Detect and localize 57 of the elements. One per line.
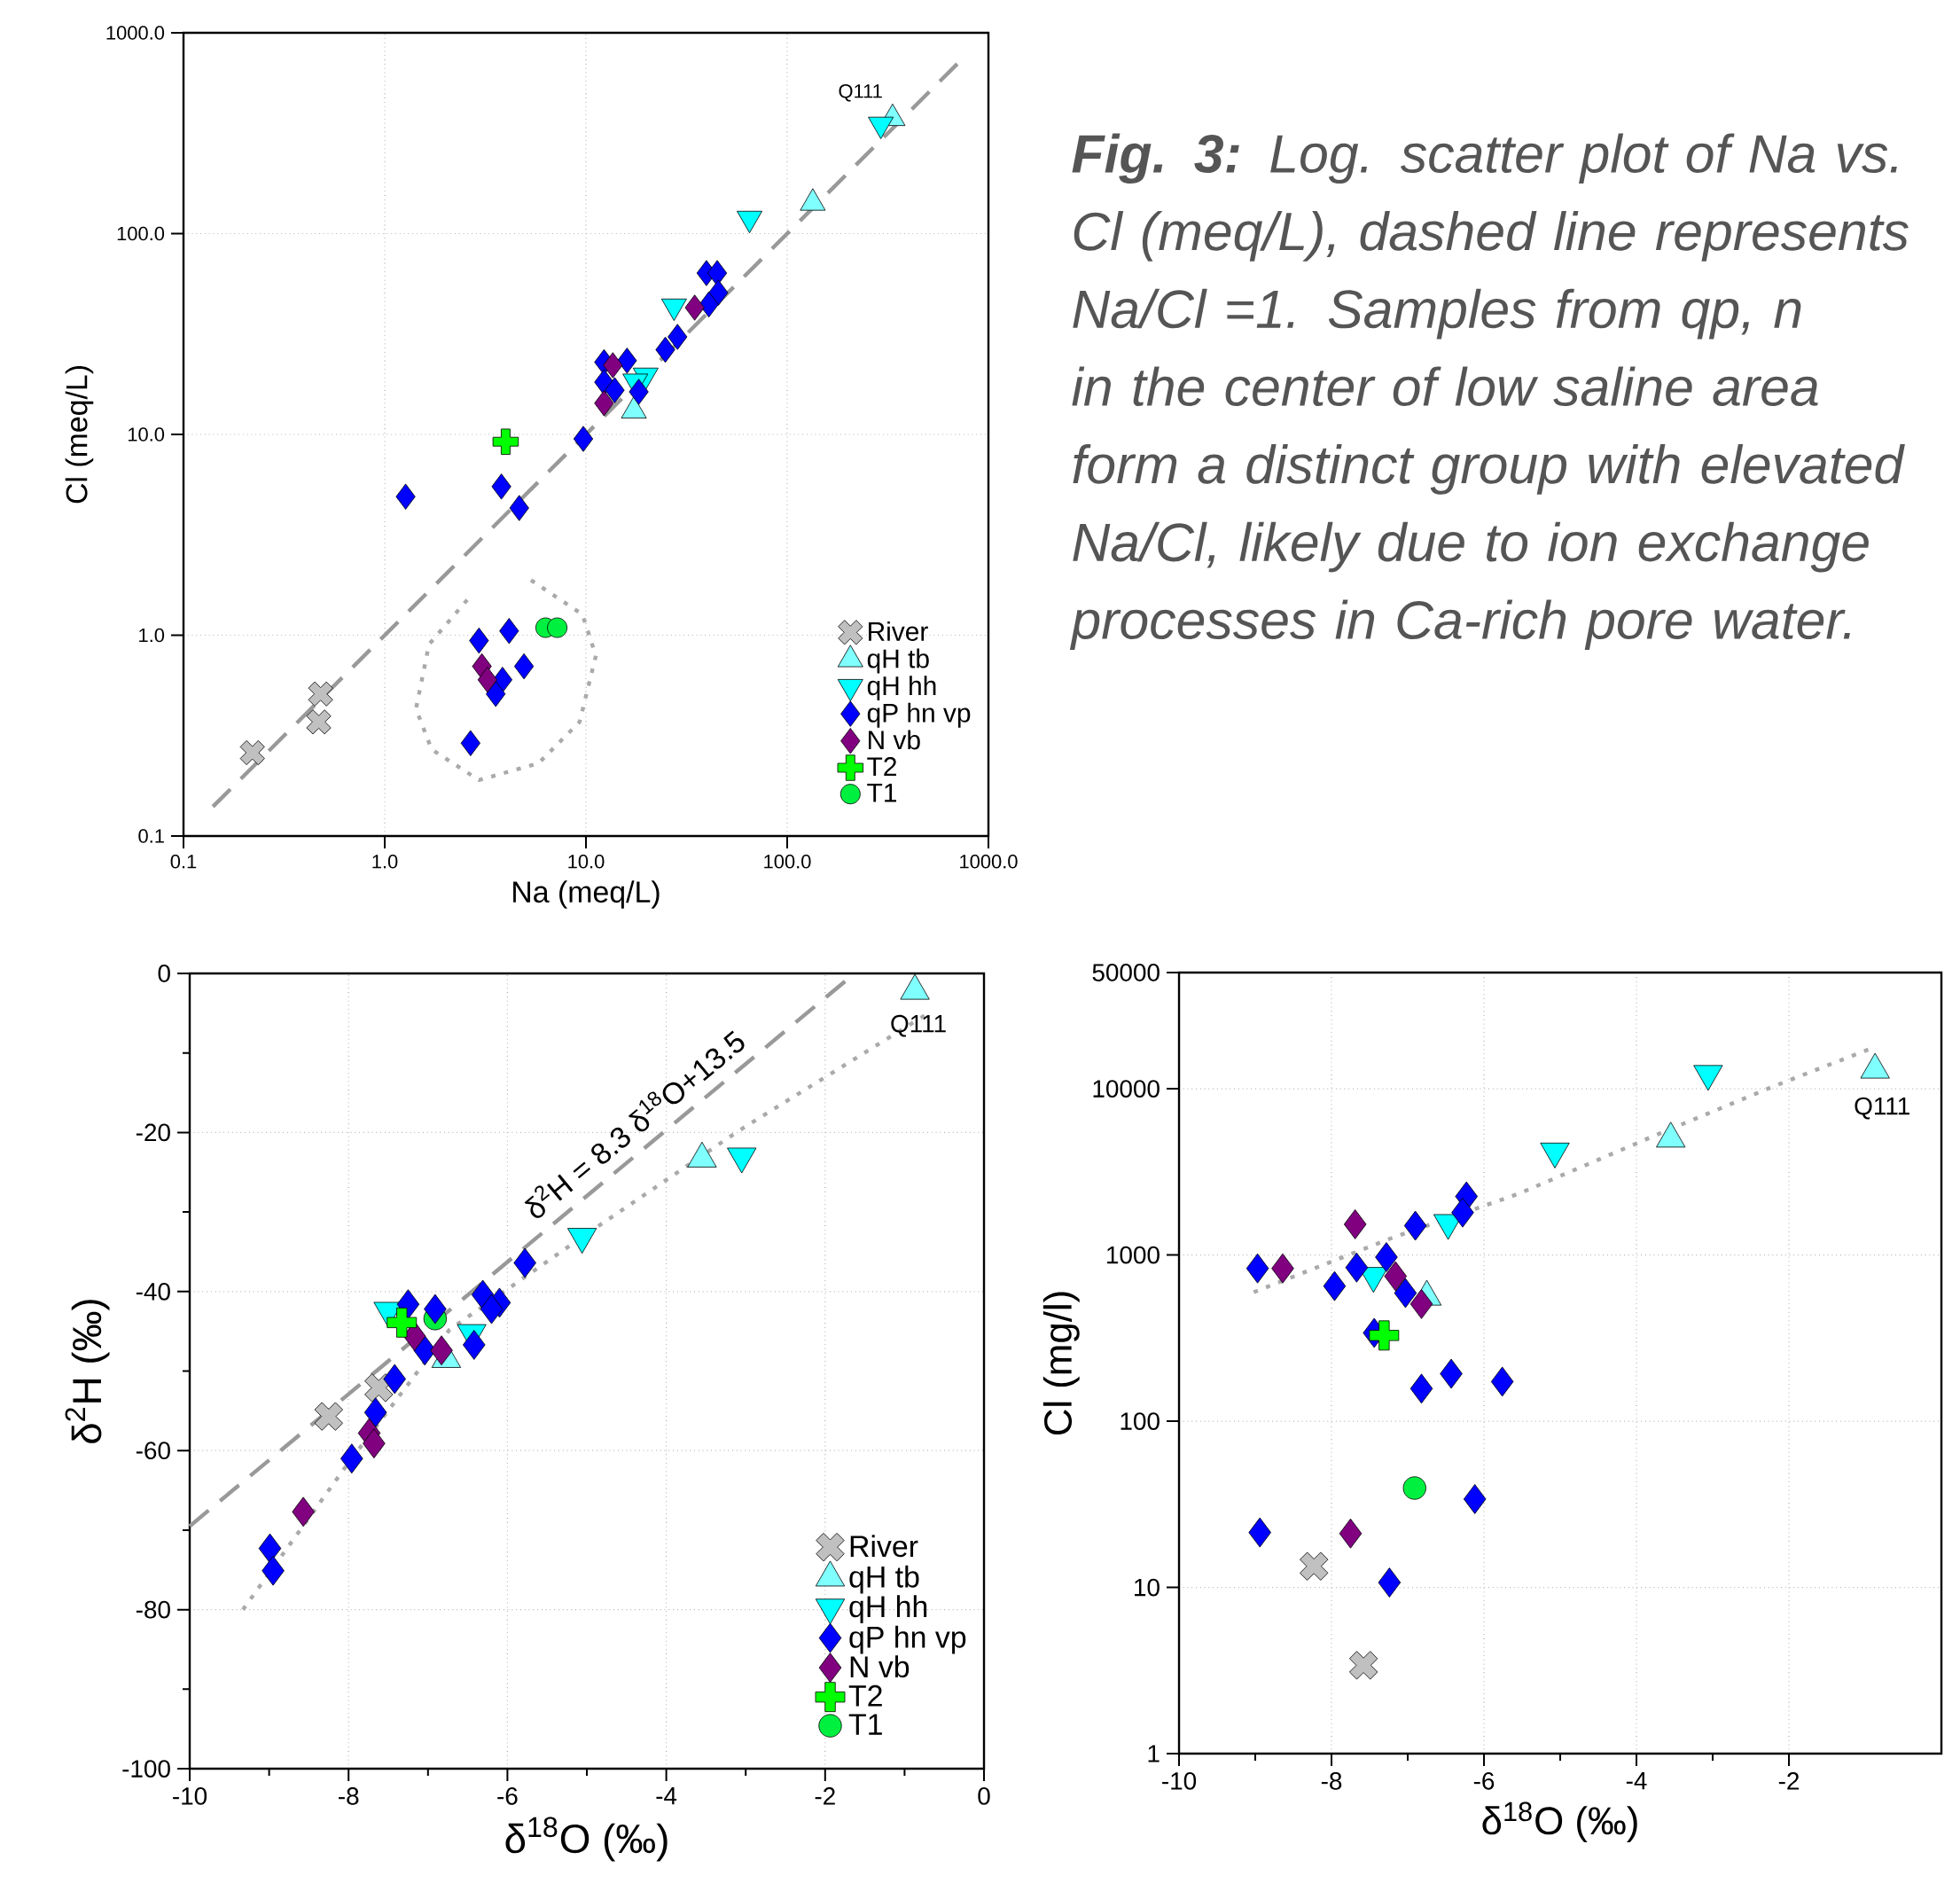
legend-label: qH tb: [867, 648, 929, 674]
x-tick-label: -10: [173, 1787, 207, 1805]
legend-label: T2: [848, 1684, 882, 1707]
y-axis-title: δ$^{2}$H (‰): [65, 1300, 110, 1443]
x-axis-title: δ$^{18}$O (‰): [1482, 1801, 1637, 1842]
x-tick-label: 0: [978, 1787, 990, 1805]
x-tick-label: -2: [815, 1787, 835, 1805]
legend-label: T1: [848, 1714, 882, 1735]
legend-label: River: [869, 621, 928, 641]
x-axis-title: Na (meq/L): [513, 880, 660, 909]
legend-label: qH hh: [849, 1595, 927, 1623]
x-tick-label: 0.1: [170, 855, 197, 869]
legend-label: River: [850, 1535, 918, 1558]
annotation: Q111: [1855, 1097, 1909, 1120]
y-tick-label: 100: [1121, 1412, 1160, 1430]
y-tick-label: 1: [1148, 1745, 1160, 1762]
x-tick-label: 100.0: [764, 855, 811, 869]
x-tick-label: -4: [656, 1787, 677, 1805]
legend-label: N vb: [869, 730, 920, 750]
x-axis-title: δ$^{18}$O (‰): [505, 1817, 668, 1862]
x-tick-label: -6: [497, 1787, 518, 1805]
y-tick-label: 0: [158, 965, 170, 982]
x-tick-label: -10: [1162, 1771, 1197, 1790]
y-tick-label: 50000: [1092, 964, 1160, 981]
x-tick-label: 1.0: [372, 855, 398, 869]
y-tick-label: 10: [1135, 1578, 1160, 1597]
y-tick-label: 1000.0: [106, 26, 165, 40]
y-tick-label: 1.0: [139, 628, 165, 643]
y-tick-label: -80: [136, 1600, 170, 1619]
legend-label: N vb: [850, 1655, 910, 1678]
annotation: Q111: [839, 84, 882, 102]
y-tick-label: 1000: [1107, 1246, 1160, 1264]
x-tick-label: -8: [1321, 1771, 1342, 1790]
x-tick-label: -2: [1778, 1771, 1800, 1790]
y-tick-label: 10.0: [128, 427, 165, 442]
legend-label: qP hn vp: [867, 702, 971, 728]
x-tick-label: 10.0: [568, 855, 605, 869]
legend-label: qH tb: [849, 1565, 919, 1594]
y-tick-label: 0.1: [138, 829, 164, 843]
legend-label: qP hn vp: [849, 1625, 966, 1654]
x-tick-label: 1000.0: [960, 855, 1018, 869]
y-tick-label: 100.0: [117, 226, 165, 241]
y-tick-label: -40: [136, 1282, 170, 1301]
y-tick-label: -20: [136, 1123, 170, 1142]
text: Fig. 3: Log. scatter plot of Na vs. Cl (meq/L), dashed line represents Na/Cl =1. Samples from qp, n in the center of low saline area form a distinct group with elevated Na/Cl, likely due to ion exchange processes in Ca-rich pore water.: [1069, 133, 1909, 651]
y-tick-label: 10000: [1093, 1080, 1160, 1098]
annotation: Q111: [891, 1014, 946, 1037]
y-axis-title: Cl (meq/L): [65, 366, 94, 504]
y-tick-label: -60: [136, 1442, 170, 1460]
legend-label: qH hh: [867, 676, 936, 701]
y-axis-title: Cl (mg/l): [1042, 1292, 1080, 1435]
legend-label: T1: [867, 783, 897, 802]
x-tick-label: -8: [339, 1787, 359, 1805]
y-tick-label: -100: [122, 1760, 170, 1778]
x-tick-label: -6: [1473, 1771, 1495, 1790]
legend-label: T2: [867, 757, 896, 776]
x-tick-label: -4: [1626, 1772, 1647, 1790]
